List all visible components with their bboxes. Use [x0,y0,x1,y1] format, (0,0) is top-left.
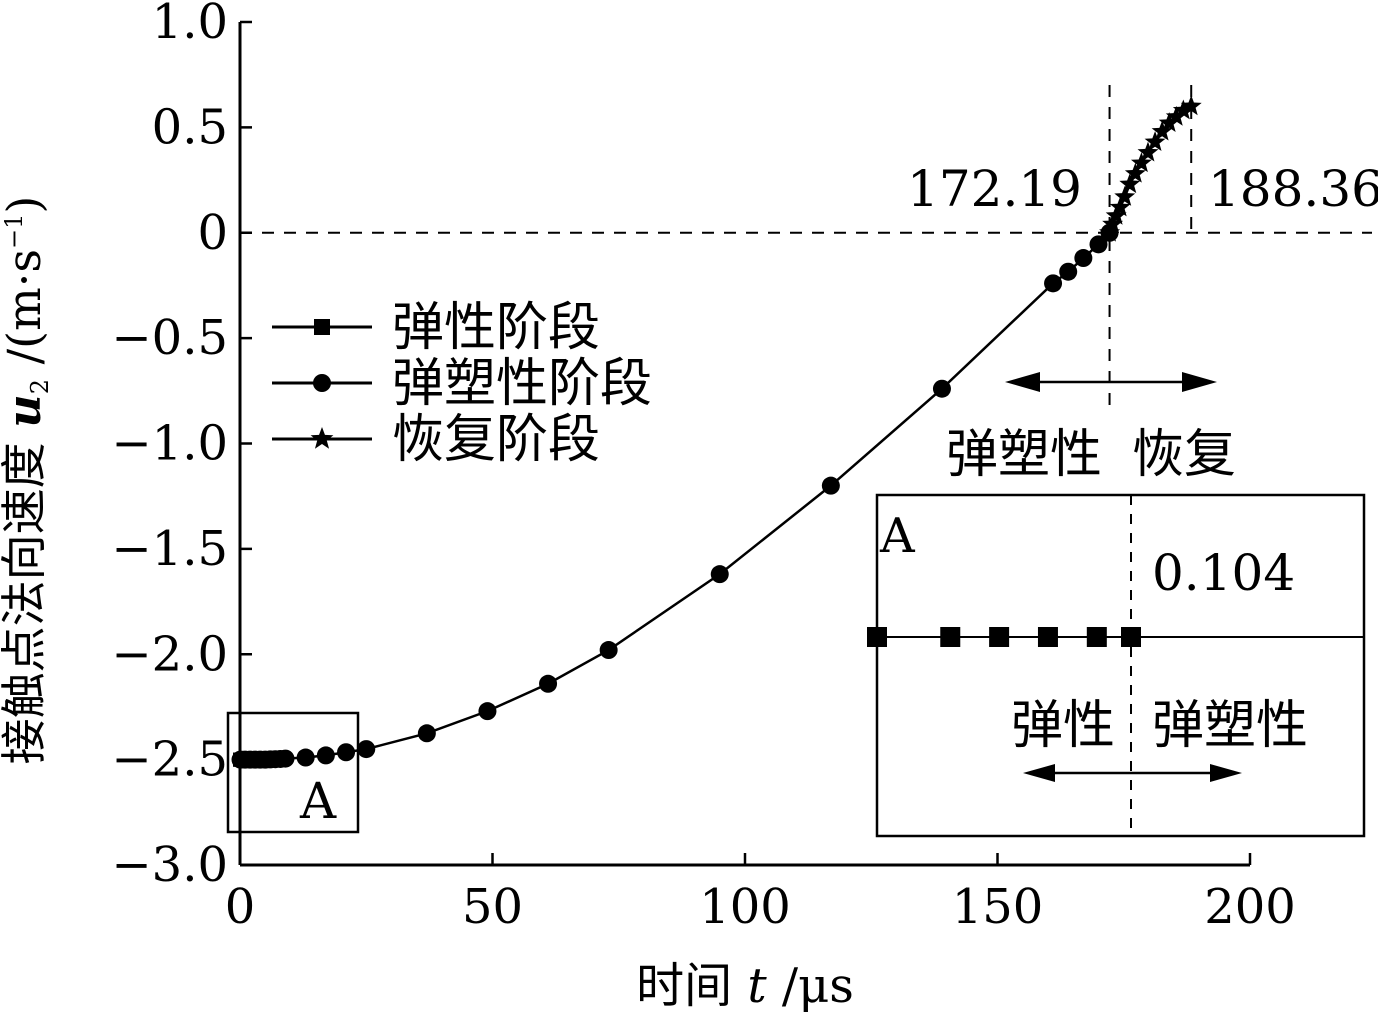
data-point [1151,120,1173,141]
inset-frame [875,493,1366,838]
x-tick-label: 50 [462,879,523,935]
phase-arrow-left-head [1005,372,1040,392]
plot-axes: 0 50 100 150 200 1.0 0.5 0 −0.5 −1.0 −1.5 −2.0 −2.5 −… [111,0,1295,935]
data-point [478,702,497,721]
phase-right-label: 恢复 [1132,425,1236,485]
inset-value-label: 0.104 [1152,544,1295,602]
data-point [1172,99,1194,120]
data-point [1144,131,1166,152]
data-point [821,476,840,495]
inset-data-point [989,627,1010,647]
y-tick-label: 0 [197,205,228,261]
data-point [337,743,356,762]
inset-arrow-right-head [1210,764,1242,782]
inset-data-point [940,627,961,647]
data-point [1109,196,1131,217]
x-axis-title: 时间 t /μs [636,958,854,1014]
y-tick-label: −2.5 [111,732,228,788]
inset-phase-left-label: 弹性 [1011,696,1115,756]
y-tick-label: −1.5 [111,521,228,577]
data-point [276,749,295,768]
y-tick-label: −0.5 [111,310,228,366]
legend-marker-2 [310,427,334,449]
data-point [357,740,376,759]
data-point [1165,105,1187,126]
data-point [539,674,558,693]
data-point [1158,112,1180,133]
legend-label-1: 弹塑性阶段 [392,354,652,414]
inset-data-point [1037,627,1058,647]
inset-data-point [867,627,887,647]
data-point [599,641,618,660]
series-layer [231,95,1202,769]
x-tick-label: 150 [952,879,1044,935]
data-point [1102,213,1124,234]
y-tick-label: 1.0 [152,0,228,50]
series-1 [231,223,1119,769]
x1-value-label: 172.19 [907,160,1082,218]
phase-arrow-right-head [1182,372,1217,392]
data-point [1044,274,1063,293]
x-tick-label: 200 [1204,879,1296,935]
data-point [1119,173,1141,194]
data-point [1180,95,1202,116]
y-tick-label: 0.5 [152,99,228,155]
data-point [1137,141,1159,162]
data-point [1059,262,1078,281]
x-tick-label: 100 [699,879,791,935]
y-tick-label: −1.0 [111,416,228,472]
y-tick-label: −2.0 [111,626,228,682]
data-point [1130,152,1152,173]
y-tick-label: −3.0 [111,837,228,893]
region-a-box [226,711,360,834]
data-point [932,379,951,398]
inset-data-point [1086,627,1107,647]
y-axis-title: 接触点法向速度 u2 /(m·s−1) [0,196,54,765]
inset-panel: A 0.104 弹性 弹塑性 [867,493,1366,838]
x2-value-label: 188.36 [1208,160,1378,218]
x-tick-label: 0 [225,879,256,935]
legend-label-0: 弹性阶段 [392,298,600,358]
data-point [1089,235,1108,254]
series-2 [1099,95,1202,242]
data-point [1099,221,1121,242]
inset-arrow-left-head [1023,764,1055,782]
data-point [1114,185,1136,206]
data-point [710,565,729,584]
inset-phase-right-label: 弹塑性 [1152,696,1308,756]
data-point [417,724,436,743]
region-a-label: A [299,772,337,830]
data-point [1105,204,1127,225]
legend-marker-1 [313,374,331,392]
data-point [296,748,315,767]
legend-label-2: 恢复阶段 [392,410,600,470]
legend-marker-0 [314,319,330,335]
data-point [316,746,335,765]
data-point [1124,162,1146,183]
phase-left-label: 弹塑性 [946,425,1102,485]
inset-label: A [879,508,916,564]
data-point [1074,249,1093,268]
